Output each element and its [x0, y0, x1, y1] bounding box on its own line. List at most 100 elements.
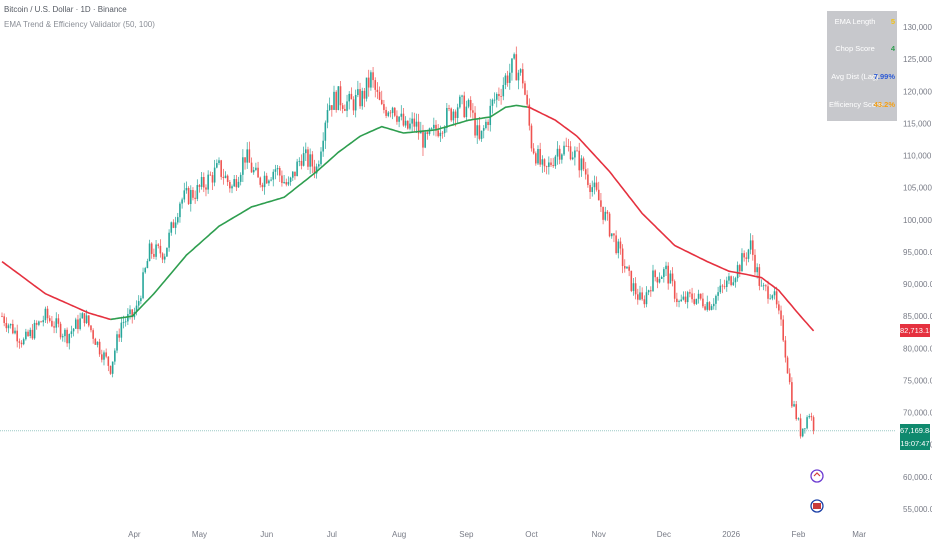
- candle-body: [752, 240, 754, 255]
- candle-body: [389, 112, 392, 114]
- candle-body: [771, 295, 774, 299]
- candle-body: [259, 177, 262, 185]
- candle-body: [387, 112, 390, 116]
- candle-body: [517, 72, 520, 81]
- price-tick-label: 80,000.00: [903, 344, 932, 353]
- ema-line-bearish-early: [1, 260, 111, 321]
- candle-body: [424, 132, 426, 148]
- candle-body: [535, 153, 537, 164]
- indicator-title[interactable]: EMA Trend & Efficiency Validator (50, 10…: [4, 20, 155, 29]
- candle-body: [613, 233, 615, 236]
- candle-body: [127, 314, 129, 322]
- candle-body: [90, 325, 92, 331]
- candle-body: [804, 428, 806, 430]
- candle-body: [697, 293, 700, 299]
- candle-body: [778, 304, 780, 311]
- time-tick-label: Nov: [592, 530, 606, 539]
- candle-body: [157, 244, 160, 246]
- candle-body: [140, 298, 142, 302]
- candle-body: [715, 295, 717, 304]
- candle-body: [148, 243, 151, 262]
- candle-body: [213, 167, 216, 183]
- candle-body: [281, 175, 283, 184]
- candle-body: [411, 118, 413, 124]
- candle-body: [788, 373, 791, 383]
- candle-body: [415, 121, 418, 127]
- candle-body: [426, 132, 429, 134]
- dividend-event-icon[interactable]: [810, 469, 824, 483]
- candle-body: [96, 341, 99, 345]
- price-tick-label: 60,000.00: [903, 473, 932, 482]
- candle-body: [168, 232, 170, 248]
- candle-body: [283, 182, 285, 184]
- candle-body: [318, 164, 320, 167]
- candle-body: [706, 302, 709, 310]
- candle-body: [83, 313, 86, 324]
- candle-body: [341, 105, 344, 109]
- candle-body: [732, 282, 735, 286]
- candle-body: [166, 247, 168, 257]
- candle-body: [44, 308, 47, 321]
- candle-body: [252, 169, 255, 173]
- candle-body: [72, 328, 75, 332]
- candle-body: [493, 99, 496, 101]
- candle-body: [135, 305, 138, 313]
- candle-body: [322, 140, 324, 152]
- candle-body: [396, 115, 398, 122]
- candle-body: [580, 158, 583, 171]
- candle-body: [730, 276, 732, 286]
- candle-body: [92, 330, 94, 339]
- candle-body: [712, 303, 715, 307]
- candle-body: [571, 157, 574, 160]
- candle-body: [116, 334, 118, 351]
- price-tick-label: 85,000.00: [903, 312, 932, 321]
- candle-body: [222, 176, 225, 178]
- candle-body: [85, 315, 88, 324]
- candle-body: [250, 162, 253, 173]
- candle-body: [641, 292, 643, 300]
- candle-body: [105, 352, 107, 357]
- candle-body: [563, 145, 565, 155]
- candle-body: [543, 159, 546, 167]
- price-tick-label: 125,000.00: [903, 55, 932, 64]
- event-marks: [810, 469, 824, 513]
- candle-body: [548, 162, 550, 167]
- candle-body: [137, 301, 140, 306]
- candle-body: [53, 326, 55, 328]
- candle-body: [786, 357, 789, 374]
- candle-body: [294, 171, 296, 177]
- candle-body: [226, 175, 229, 183]
- candle-body: [450, 108, 452, 121]
- candle-body: [441, 132, 444, 134]
- candle-body: [604, 211, 607, 220]
- candle-body: [773, 291, 776, 296]
- candle-body: [495, 94, 498, 100]
- candle-body: [365, 77, 368, 99]
- candle-body: [98, 341, 101, 355]
- price-tick-label: 105,000.00: [903, 184, 932, 193]
- candle-body: [623, 266, 626, 269]
- candle-body: [183, 190, 186, 200]
- candle-body: [200, 177, 203, 187]
- candle-body: [500, 96, 502, 97]
- candle-body: [480, 130, 483, 139]
- candle-body: [472, 110, 474, 113]
- candle-body: [704, 306, 706, 310]
- stats-value: 7.99%: [873, 72, 895, 81]
- candle-body: [626, 266, 628, 269]
- stats-label: Efficiency Score: [829, 100, 883, 109]
- candle-body: [502, 84, 505, 97]
- candle-body: [48, 318, 51, 321]
- candle-body: [556, 148, 559, 157]
- candle-body: [741, 253, 743, 272]
- candle-body: [452, 111, 455, 121]
- price-tick-label: 75,000.00: [903, 376, 932, 385]
- candle-body: [70, 331, 73, 335]
- candle-body: [654, 270, 656, 278]
- candle-body: [101, 354, 103, 360]
- time-tick-label: Oct: [525, 530, 538, 539]
- candle-body: [519, 69, 522, 73]
- symbol-title[interactable]: Bitcoin / U.S. Dollar · 1D · Binance: [4, 5, 127, 14]
- candle-body: [155, 244, 157, 257]
